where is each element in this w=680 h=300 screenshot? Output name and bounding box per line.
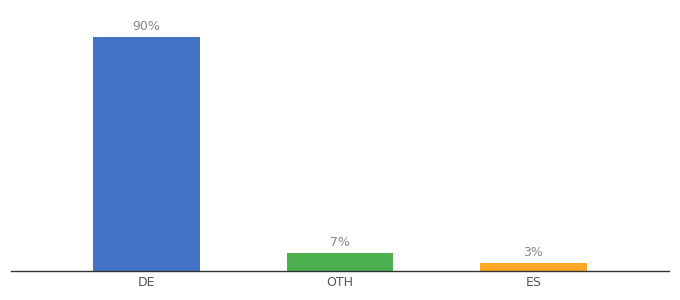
Text: 90%: 90% [133, 20, 160, 33]
Bar [480, 263, 587, 271]
Bar [287, 253, 393, 271]
Bar [93, 37, 200, 271]
Text: 3%: 3% [524, 246, 543, 259]
Text: 7%: 7% [330, 236, 350, 249]
